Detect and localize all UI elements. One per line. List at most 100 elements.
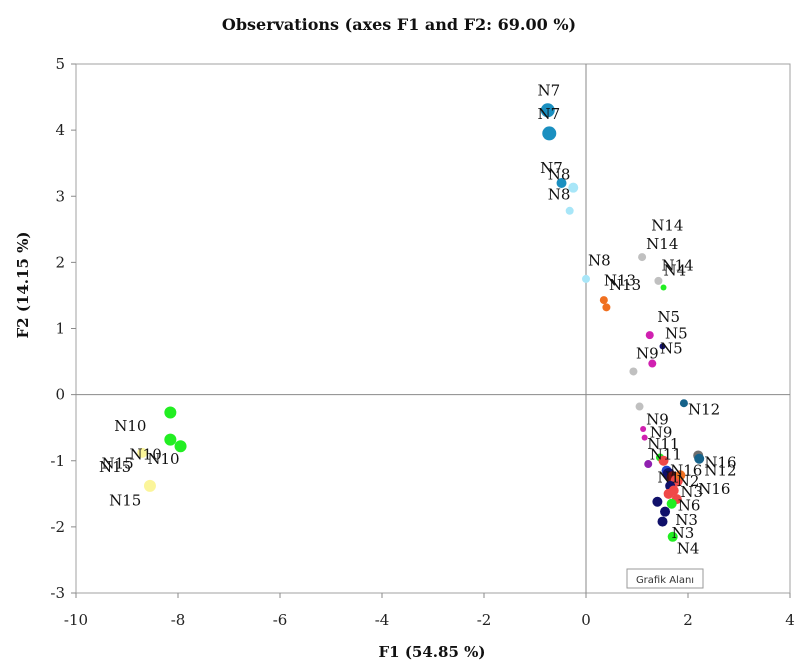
data-point[interactable] [635, 402, 644, 411]
data-point[interactable] [568, 182, 579, 193]
data-point[interactable] [679, 399, 688, 408]
data-point[interactable] [556, 178, 567, 189]
point-labels: N7N7N7N8N8N8N13N13N14N14N14N4N5N5N5N9N12… [99, 82, 737, 558]
y-tick-label: -2 [50, 518, 65, 536]
point-label: N15 [109, 492, 141, 510]
data-point[interactable] [660, 506, 671, 517]
point-label: N5 [660, 340, 683, 358]
data-point[interactable] [640, 426, 647, 433]
data-point[interactable] [667, 531, 678, 542]
point-label: N3 [680, 483, 703, 501]
point-label: N14 [661, 256, 693, 274]
data-point[interactable] [675, 470, 686, 481]
y-tick-label: -1 [50, 452, 65, 470]
y-tick-label: 0 [55, 386, 65, 404]
point-label: N9 [636, 344, 659, 362]
data-point[interactable] [602, 303, 611, 312]
y-tick-label: -3 [50, 584, 65, 602]
data-point[interactable] [638, 253, 647, 262]
point-label: N3 [675, 511, 698, 529]
point-label: N10 [114, 417, 146, 435]
point-label: N14 [651, 217, 683, 235]
data-point[interactable] [164, 406, 177, 419]
point-label: N10 [130, 445, 162, 463]
data-point[interactable] [660, 284, 667, 291]
x-tick-label: -2 [477, 611, 492, 629]
data-point[interactable] [654, 276, 663, 285]
point-label: N16 [704, 453, 736, 471]
point-label: N5 [665, 324, 688, 342]
data-point[interactable] [582, 274, 590, 283]
data-point[interactable] [663, 488, 674, 499]
point-label: N2 [677, 472, 700, 490]
y-tick-label: 2 [55, 253, 65, 271]
point-label: N7 [538, 82, 561, 100]
data-point[interactable] [174, 440, 187, 453]
point-label: N8 [548, 186, 571, 204]
data-point[interactable] [648, 359, 657, 368]
point-label: N16 [698, 480, 730, 498]
point-label: N7 [540, 159, 563, 177]
data-point[interactable] [659, 343, 666, 350]
data-point[interactable] [645, 331, 654, 340]
x-tick-label: 2 [683, 611, 693, 629]
point-label: N11 [650, 445, 682, 463]
data-point[interactable] [644, 460, 653, 469]
y-axis-title: F2 (14.15 %) [14, 232, 32, 339]
point-label: N12 [688, 400, 720, 418]
x-tick-label: 0 [581, 611, 591, 629]
point-label: N8 [588, 252, 611, 270]
data-point[interactable] [694, 453, 705, 464]
point-label: N6 [678, 496, 701, 514]
axes [76, 64, 790, 593]
y-tick-label: 4 [55, 121, 65, 139]
point-label: N4 [664, 262, 687, 280]
data-point[interactable] [542, 126, 557, 141]
data-point[interactable] [599, 296, 608, 305]
point-label: N15 [99, 458, 131, 476]
point-label: N11 [647, 435, 679, 453]
point-label: N3 [672, 524, 695, 542]
point-label: N7 [538, 105, 561, 123]
point-label: N9 [646, 410, 669, 428]
point-label: N16 [670, 461, 702, 479]
point-label: N12 [704, 461, 736, 479]
data-point[interactable] [658, 455, 669, 466]
point-label: N13 [609, 276, 641, 294]
point-label: N10 [147, 450, 179, 468]
y-axis-ticks: -3 -2 -1 0 1 2 3 4 5 [50, 55, 76, 602]
point-label: N1 [657, 469, 680, 487]
point-label: N5 [657, 308, 680, 326]
y-tick-label: 1 [55, 320, 65, 338]
point-label: N14 [646, 235, 678, 253]
data-point[interactable] [143, 479, 156, 492]
data-point[interactable] [137, 447, 148, 458]
data-point[interactable] [657, 516, 668, 527]
x-tick-label: -4 [375, 611, 390, 629]
data-points [137, 103, 705, 542]
tooltip-text: Grafik Alanı [636, 575, 694, 586]
tooltip-box [626, 568, 704, 589]
data-point[interactable] [666, 498, 677, 509]
x-tick-label: -10 [64, 611, 88, 629]
chart-title: Observations (axes F1 and F2: 69.00 %) [222, 15, 576, 34]
x-axis-ticks: -10 -8 -6 -4 -2 0 2 4 [64, 593, 795, 629]
data-point[interactable] [652, 496, 663, 507]
point-label: N9 [650, 424, 673, 442]
data-point[interactable] [540, 103, 555, 118]
point-label: N13 [604, 272, 636, 290]
data-point[interactable] [641, 434, 648, 441]
data-point[interactable] [565, 206, 574, 215]
y-tick-label: 5 [55, 55, 65, 73]
chart-area-tooltip: Grafik Alanı [626, 568, 704, 589]
x-tick-label: -8 [171, 611, 186, 629]
data-point[interactable] [164, 433, 177, 446]
x-tick-label: 4 [785, 611, 795, 629]
data-point[interactable] [629, 367, 638, 376]
y-tick-label: 3 [55, 187, 65, 205]
point-label: N4 [677, 539, 700, 557]
x-tick-label: -6 [273, 611, 288, 629]
point-label: N15 [102, 455, 134, 473]
